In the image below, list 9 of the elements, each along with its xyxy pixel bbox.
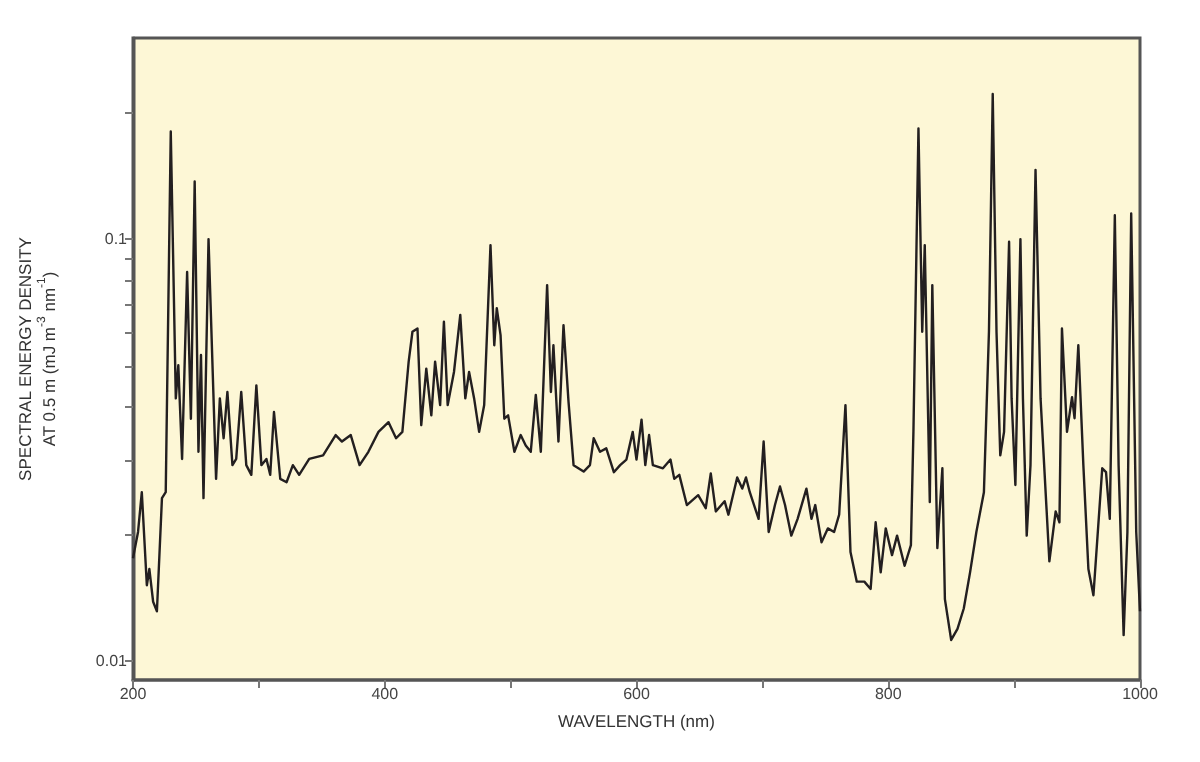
x-tick-label: 800	[874, 685, 903, 703]
x-tick-label: 400	[371, 685, 400, 703]
x-tick-label: 1000	[1122, 685, 1159, 703]
y-tick-label: 0.01	[95, 651, 129, 670]
x-axis-title: WAVELENGTH (nm)	[558, 710, 716, 731]
y-tick-label: 0.1	[104, 230, 129, 249]
x-tick-label: 600	[623, 685, 651, 703]
x-tick-label: 200	[119, 685, 148, 703]
line-series	[131, 92, 1142, 642]
